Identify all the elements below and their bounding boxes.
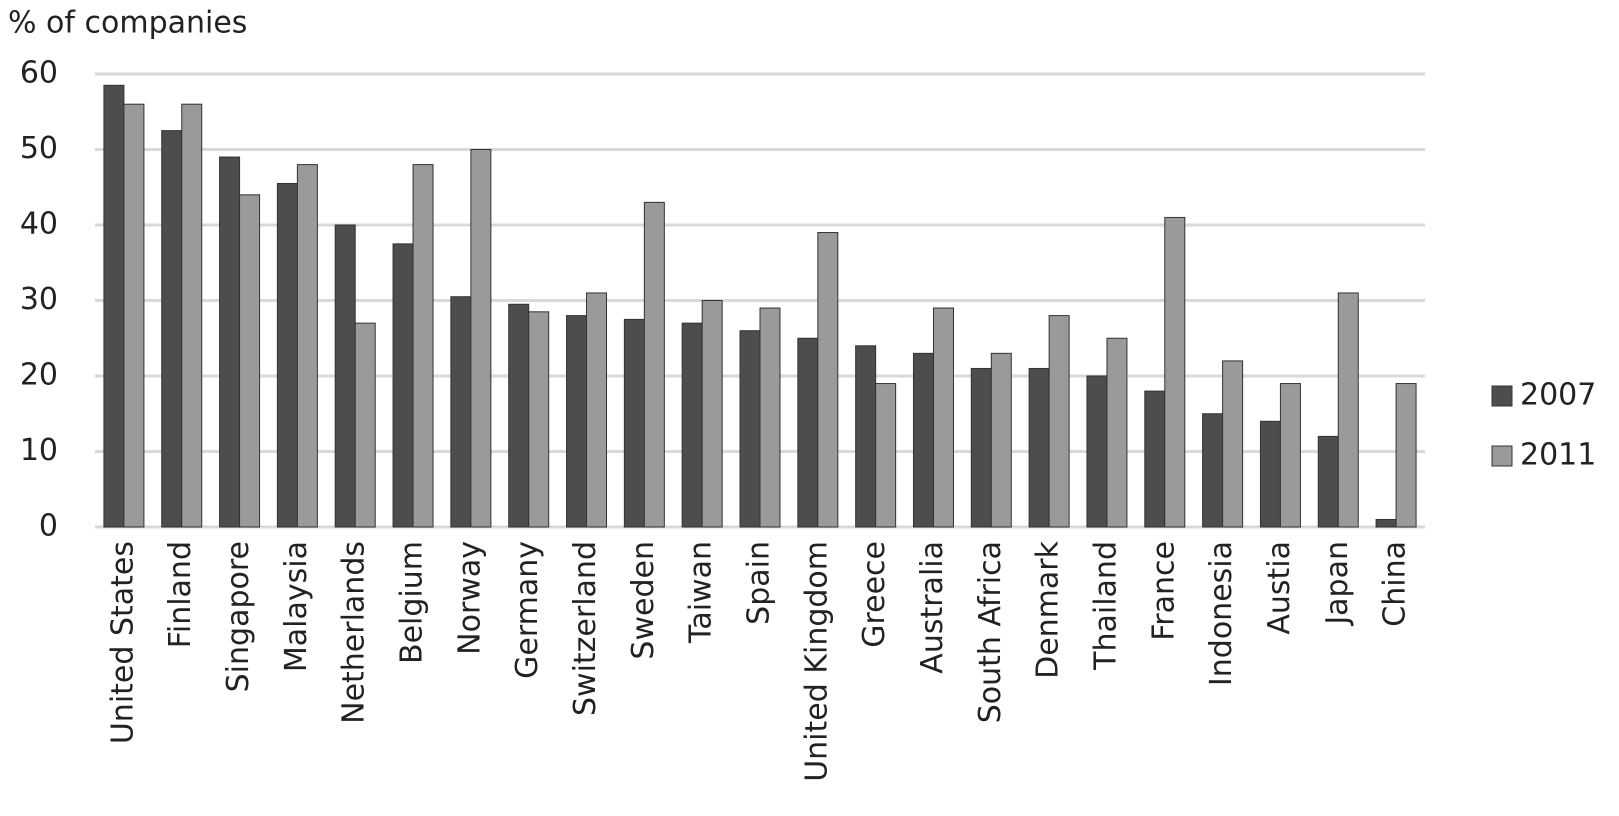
x-tick-label: Taiwan bbox=[684, 541, 719, 644]
bar bbox=[334, 224, 356, 528]
bar bbox=[623, 318, 645, 528]
x-tick-label: Austia bbox=[1262, 541, 1297, 635]
x-tick-label: Belgium bbox=[395, 541, 430, 664]
bar bbox=[875, 383, 897, 528]
bar bbox=[990, 352, 1012, 528]
x-tick-label: Indonesia bbox=[1204, 541, 1239, 686]
bar bbox=[566, 315, 588, 528]
bar bbox=[528, 311, 550, 528]
bar bbox=[817, 232, 839, 528]
bar bbox=[1028, 367, 1050, 528]
bar bbox=[412, 164, 434, 528]
y-tick-label: 30 bbox=[20, 282, 58, 317]
legend-swatch bbox=[1491, 445, 1513, 467]
y-tick-label: 20 bbox=[20, 358, 58, 393]
legend-label: 2007 bbox=[1520, 378, 1596, 413]
bar bbox=[1395, 383, 1417, 528]
x-tick-label: Japan bbox=[1320, 541, 1355, 627]
x-tick-label: Australia bbox=[915, 541, 950, 674]
y-axis-title: % of companies bbox=[8, 6, 247, 41]
y-tick-label: 50 bbox=[20, 131, 58, 166]
bar bbox=[219, 156, 241, 528]
bar bbox=[739, 330, 761, 528]
bar bbox=[103, 84, 125, 528]
y-tick-label: 40 bbox=[20, 207, 58, 242]
bar bbox=[1086, 375, 1108, 528]
bar bbox=[470, 149, 492, 528]
bar bbox=[123, 103, 145, 528]
bar bbox=[1259, 420, 1281, 528]
bar bbox=[1048, 315, 1070, 528]
bar bbox=[855, 345, 877, 528]
x-tick-label: Greece bbox=[857, 541, 892, 648]
x-tick-label: Germany bbox=[510, 541, 545, 679]
y-tick-label: 10 bbox=[20, 433, 58, 468]
x-tick-label: France bbox=[1146, 541, 1181, 641]
bar bbox=[1144, 390, 1166, 528]
bar bbox=[1222, 360, 1244, 528]
bar bbox=[450, 296, 472, 528]
bar bbox=[1202, 413, 1224, 528]
bar bbox=[508, 303, 530, 528]
bar bbox=[276, 182, 298, 528]
y-tick-label: 60 bbox=[20, 56, 58, 91]
bar bbox=[239, 194, 261, 528]
bar bbox=[161, 130, 183, 528]
bar bbox=[181, 103, 203, 528]
x-tick-label: Denmark bbox=[1031, 540, 1066, 679]
x-tick-label: China bbox=[1378, 541, 1413, 627]
x-tick-label: Spain bbox=[742, 541, 777, 625]
bar bbox=[1106, 337, 1128, 528]
x-tick-label: Norway bbox=[452, 541, 487, 655]
x-tick-label: Netherlands bbox=[337, 541, 372, 724]
x-tick-label: Malaysia bbox=[279, 541, 314, 672]
x-tick-label: Sweden bbox=[626, 541, 661, 660]
bar bbox=[392, 243, 414, 528]
bar bbox=[1164, 216, 1186, 528]
bar bbox=[1337, 292, 1359, 528]
bar bbox=[354, 322, 376, 528]
bar bbox=[296, 164, 318, 528]
bar bbox=[1317, 435, 1339, 528]
bar bbox=[643, 201, 665, 528]
x-tick-label: Singapore bbox=[221, 541, 256, 692]
bar bbox=[912, 352, 934, 528]
x-tick-label: Finland bbox=[163, 541, 198, 648]
bar bbox=[759, 307, 781, 528]
x-tick-label: Switzerland bbox=[568, 541, 603, 716]
bar bbox=[970, 367, 992, 528]
bar bbox=[797, 337, 819, 528]
y-tick-label: 0 bbox=[39, 509, 58, 544]
bar bbox=[1375, 518, 1397, 528]
x-tick-label: United States bbox=[105, 541, 140, 744]
bar bbox=[586, 292, 608, 528]
x-tick-label: United Kingdom bbox=[799, 541, 834, 782]
bar bbox=[701, 300, 723, 528]
legend-swatch bbox=[1491, 385, 1513, 407]
bar bbox=[932, 307, 954, 528]
x-tick-label: Thailand bbox=[1088, 541, 1123, 671]
bar bbox=[1279, 383, 1301, 528]
bar bbox=[681, 322, 703, 528]
x-tick-label: South Africa bbox=[973, 541, 1008, 723]
legend-label: 2011 bbox=[1520, 438, 1596, 473]
